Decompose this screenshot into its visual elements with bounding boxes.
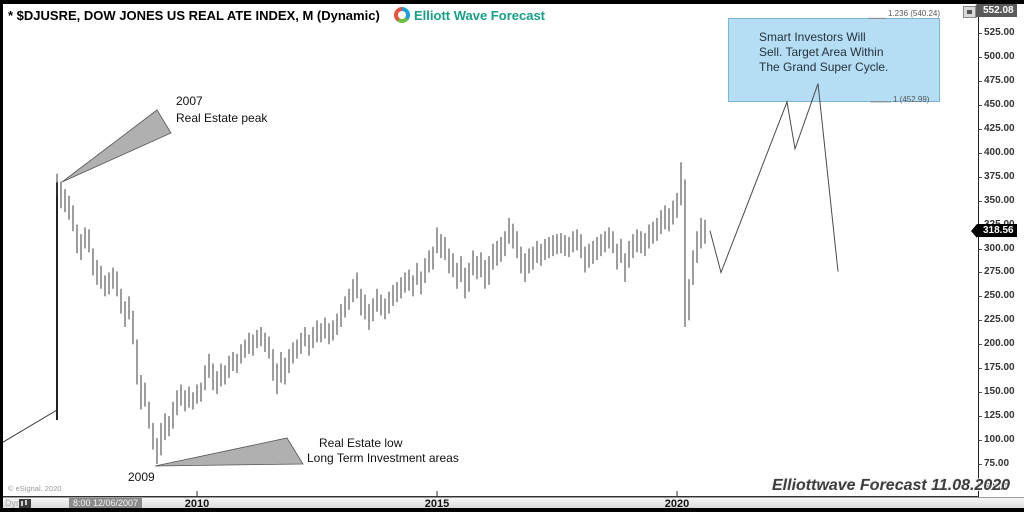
fib-level-label-1236: 1.236 (540.24): [888, 9, 941, 18]
price-tick-label: 475.00: [984, 74, 1015, 86]
price-tick: [979, 272, 982, 274]
price-tick: [979, 416, 982, 418]
price-tick: [979, 248, 982, 250]
price-tick-label: 50.00: [984, 482, 1010, 493]
frame-border-left: [0, 0, 3, 512]
time-axis-toolbar: Dyn 8:00 12/06/2007: [3, 497, 1024, 509]
year-tick-label: 2010: [184, 498, 210, 510]
price-tick: [979, 176, 982, 178]
annotation-box: Smart Investors Will Sell. Target Area W…: [728, 18, 940, 102]
price-tick-label: 200.00: [984, 338, 1015, 350]
peak-year-label: 2007: [176, 94, 203, 108]
price-tick-label: 425.00: [984, 122, 1015, 134]
price-tick-label: 100.00: [984, 434, 1015, 446]
dynamic-mode-label: Dyn: [5, 498, 22, 508]
price-tick: [979, 368, 982, 370]
price-tick: [979, 296, 982, 298]
copyright-note: © eSignal, 2020: [8, 484, 62, 493]
frame-border-top: [0, 0, 1024, 4]
chart-title: * $DJUSRE, DOW JONES US REAL ATE INDEX, …: [8, 8, 380, 23]
history-lead-line: [0, 409, 58, 445]
year-tick-label: 2020: [664, 498, 690, 510]
price-tick-label: 150.00: [984, 386, 1015, 398]
forecast-path-line: [709, 83, 839, 275]
year-tick-label: 2015: [424, 498, 450, 510]
price-tick-label: 300.00: [984, 242, 1015, 254]
elliott-wave-swirl-icon: [394, 7, 410, 23]
price-tick-label: 525.00: [984, 26, 1015, 38]
price-tick: [979, 80, 982, 82]
price-tick: [979, 488, 982, 489]
price-tick: [979, 320, 982, 322]
price-tick-label: 125.00: [984, 410, 1015, 422]
price-axis[interactable]: 550.00525.00500.00475.00450.00425.00400.…: [978, 3, 1024, 497]
current-price-badge: 318.56: [971, 224, 1017, 238]
low-text-label-2: Long Term Investment areas: [307, 451, 459, 465]
watermark: Elliottwave Forecast 11.08.2020: [772, 477, 1011, 494]
price-tick: [979, 32, 982, 34]
price-tick: [979, 344, 982, 346]
price-tick-label: 225.00: [984, 314, 1015, 326]
first-bar-date-badge[interactable]: 8:00 12/06/2007: [69, 498, 143, 509]
price-tick: [979, 464, 982, 466]
price-tick-label: 275.00: [984, 266, 1015, 278]
price-tick-label: 250.00: [984, 290, 1015, 302]
peak-text-label: Real Estate peak: [176, 111, 268, 125]
peak-triangle-shape: [61, 109, 172, 183]
esignal-chart-icon[interactable]: [19, 499, 31, 508]
price-tick-label: 175.00: [984, 362, 1015, 374]
low-text-label-1: Real Estate low: [319, 436, 403, 450]
price-tick: [979, 200, 982, 202]
price-tick-label: 500.00: [984, 50, 1015, 62]
low-year-label: 2009: [128, 470, 155, 484]
price-tick: [979, 392, 982, 394]
price-tick-label: 75.00: [984, 458, 1010, 470]
frame-border-bottom: [0, 508, 1024, 512]
price-tick-label: 350.00: [984, 194, 1015, 206]
brand: Elliott Wave Forecast: [394, 7, 545, 23]
price-tick: [979, 104, 982, 106]
restore-window-icon[interactable]: [963, 6, 976, 18]
price-tick: [979, 152, 982, 154]
price-tick: [979, 440, 982, 442]
target-price-badge: 552.08: [971, 4, 1017, 18]
low-triangle-shape: [154, 437, 304, 467]
fib-level-label-100: 1 (452.99): [893, 95, 930, 104]
price-tick-label: 375.00: [984, 170, 1015, 182]
price-tick: [979, 128, 982, 130]
brand-name: Elliott Wave Forecast: [414, 7, 545, 23]
price-tick-label: 450.00: [984, 98, 1015, 110]
annotation-box-line: Smart Investors Will: [759, 30, 866, 44]
price-tick: [979, 56, 982, 58]
annotation-box-line: Sell. Target Area Within: [759, 45, 884, 59]
annotation-box-line: The Grand Super Cycle.: [759, 60, 889, 74]
price-tick-label: 400.00: [984, 146, 1015, 158]
